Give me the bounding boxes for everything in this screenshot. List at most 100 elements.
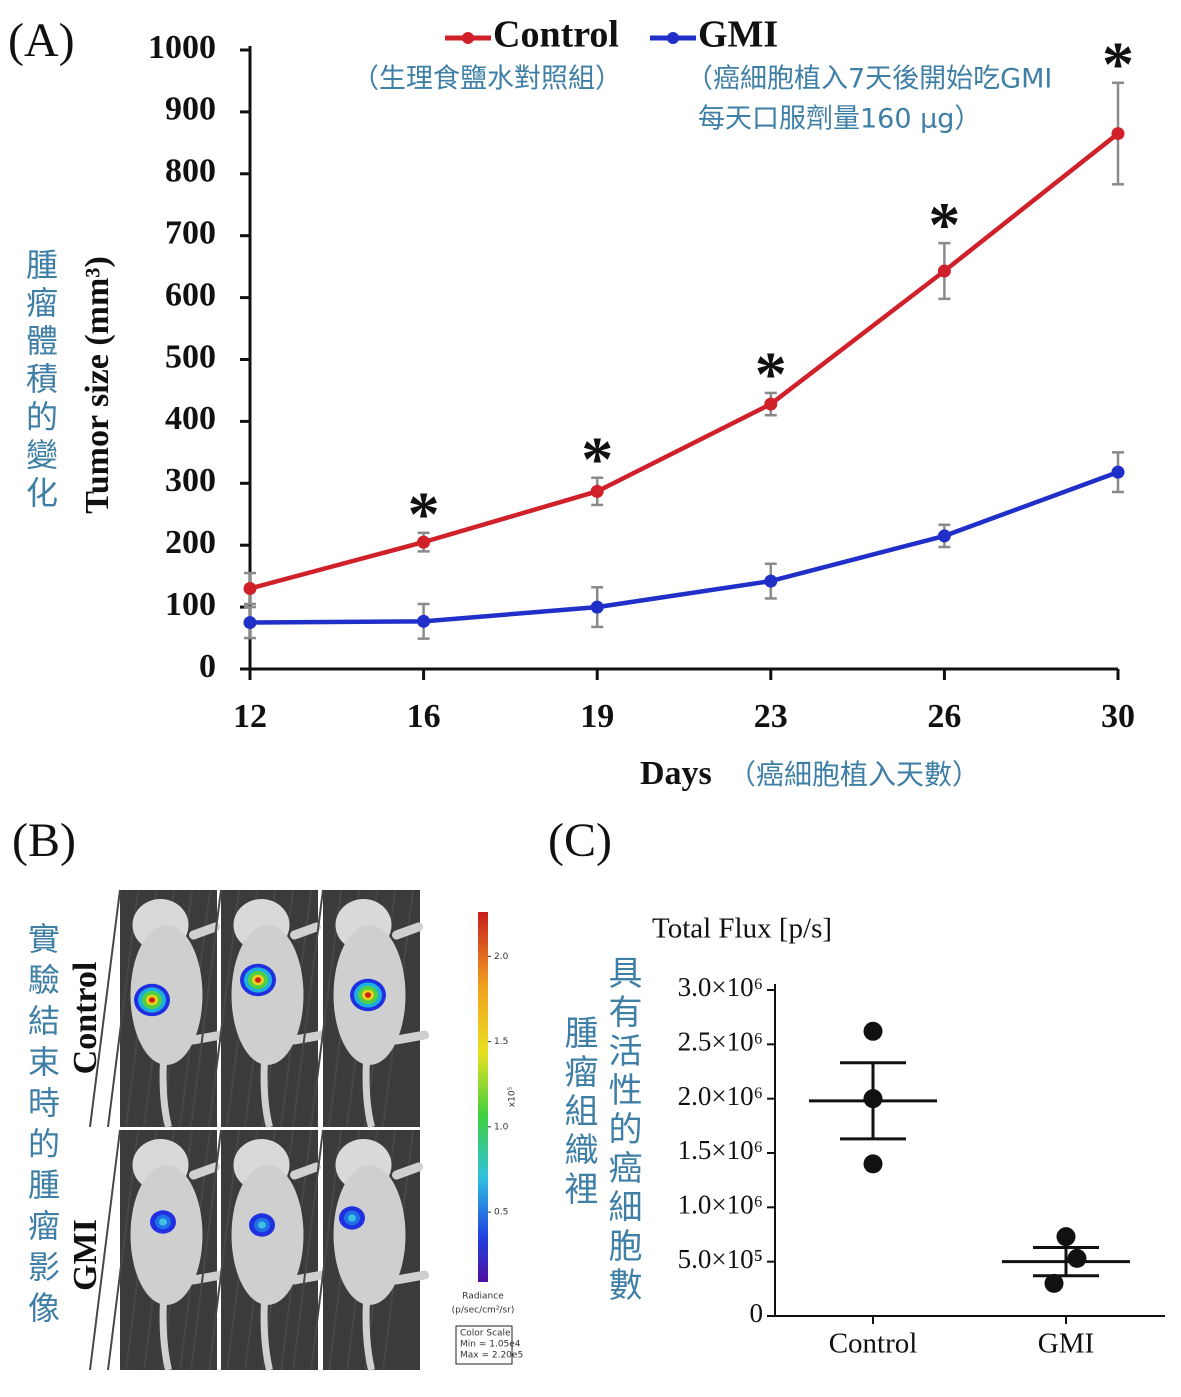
y-axis-title: Tumor size (mm³) (79, 256, 116, 514)
signal (348, 1214, 356, 1222)
significance-mark: * (581, 423, 613, 494)
color-scale-min: Min = 1.05e4 (460, 1340, 521, 1350)
point (243, 582, 257, 596)
imaging-panel (89, 889, 429, 1371)
y-tick-label: 1.0×10⁶ (678, 1190, 763, 1220)
point (590, 484, 604, 498)
point (1044, 1273, 1064, 1293)
point (863, 1154, 883, 1174)
floor-line (310, 1129, 342, 1371)
signal (255, 977, 261, 983)
colorbar-tick-label: 1.5 (494, 1037, 508, 1047)
y-tick-label: 500 (165, 338, 216, 375)
significance-mark: * (755, 339, 787, 410)
point (937, 529, 951, 543)
legend-marker (462, 32, 474, 44)
x-tick-label: 19 (580, 698, 614, 735)
point (764, 574, 778, 588)
y-tick-label: 800 (165, 153, 216, 190)
x-tick-label: 12 (233, 698, 267, 735)
significance-mark: * (928, 189, 960, 260)
point (590, 600, 604, 614)
legend-label: Control (493, 14, 619, 56)
mouse-leg (392, 1162, 429, 1285)
point (417, 614, 431, 628)
y-tick-label: 100 (165, 586, 216, 623)
mouse-leg (189, 922, 226, 1045)
point (937, 264, 951, 278)
x-tick-label: GMI (1038, 1328, 1094, 1360)
signal (159, 1218, 167, 1226)
floor-line (107, 1129, 139, 1371)
mouse-tail (260, 1299, 273, 1371)
x-tick-label: Control (829, 1328, 918, 1360)
point (1111, 127, 1125, 141)
row-label: Control (67, 962, 104, 1075)
point (243, 616, 257, 630)
floor-line (292, 889, 324, 1128)
sem-bar (840, 1061, 906, 1141)
panel-label: (B) (12, 814, 76, 867)
x-tick-label: 26 (927, 698, 961, 735)
mouse-body (333, 1165, 406, 1305)
series-line (249, 470, 1119, 625)
panel-label: (C) (548, 814, 612, 867)
y-axis-note: 腫瘤體積的變化 (21, 248, 59, 514)
significance-mark: * (408, 479, 440, 550)
colorbar-tick-label: 2.0 (494, 952, 509, 962)
y-axis-note: 腫瘤組織裡 (558, 1015, 598, 1210)
y-tick-label: 300 (165, 462, 216, 499)
floor-line (190, 889, 222, 1128)
mouse-leg (290, 1162, 327, 1285)
point (863, 1021, 883, 1041)
y-axis-note: 具有活性的癌細胞數 (602, 955, 642, 1306)
mouse-tail (260, 1059, 273, 1128)
colorbar-title: Radiance (462, 1292, 504, 1302)
point (1111, 465, 1125, 479)
mouse-tail (362, 1059, 375, 1128)
legend-note: （生理食鹽水對照組） (352, 64, 622, 95)
panel-caption: 實驗結束時的腫瘤影像 (23, 922, 61, 1332)
y-tick-label: 5.0×10⁵ (678, 1244, 763, 1274)
y-tick-label: 900 (165, 91, 216, 128)
signal (258, 1221, 266, 1229)
y-tick-label: 400 (165, 400, 216, 437)
color-scale-box (455, 1325, 513, 1365)
row-label: GMI (67, 1219, 104, 1291)
y-tick-label: 3.0×10⁶ (678, 972, 763, 1002)
y-tick-label: 0 (199, 648, 216, 685)
color-scale-max: Max = 2.20e5 (460, 1351, 523, 1361)
y-tick-label: 0 (750, 1298, 764, 1328)
legend-note: 每天口服劑量160 μg） (698, 104, 981, 135)
signal (149, 997, 155, 1003)
y-tick-label: 1.5×10⁶ (678, 1135, 763, 1165)
colorbar-units: (p/sec/cm²/sr) (452, 1306, 515, 1316)
floor-line (89, 1129, 121, 1371)
x-tick-label: 30 (1101, 698, 1135, 735)
color-scale-title: Color Scale (460, 1329, 511, 1339)
mouse-leg (290, 922, 327, 1045)
mouse-body (231, 925, 304, 1065)
colorbar-tick-label: 1.0 (494, 1122, 509, 1132)
point (764, 397, 778, 411)
x-tick-label: 16 (407, 698, 441, 735)
x-tick-label: 23 (754, 698, 788, 735)
x-axis-title: Days (640, 755, 712, 792)
mouse-body (130, 1165, 203, 1305)
colorbar (478, 912, 488, 1282)
y-tick-label: 200 (165, 524, 216, 561)
point (1056, 1227, 1076, 1247)
floor-line (208, 1129, 240, 1371)
mouse-tail (159, 1059, 172, 1128)
legend-note: （癌細胞植入7天後開始吃GMI (686, 64, 1052, 95)
mouse-leg (189, 1162, 226, 1285)
y-tick-label: 2.5×10⁶ (678, 1027, 763, 1057)
y-tick-label: 600 (165, 276, 216, 313)
colorbar-tick-label: 0.5 (494, 1208, 508, 1218)
x-axis-note: （癌細胞植入天數） (728, 758, 980, 791)
mouse-leg (392, 922, 429, 1045)
sem-bar (1033, 1246, 1099, 1278)
floor-line (89, 889, 121, 1128)
